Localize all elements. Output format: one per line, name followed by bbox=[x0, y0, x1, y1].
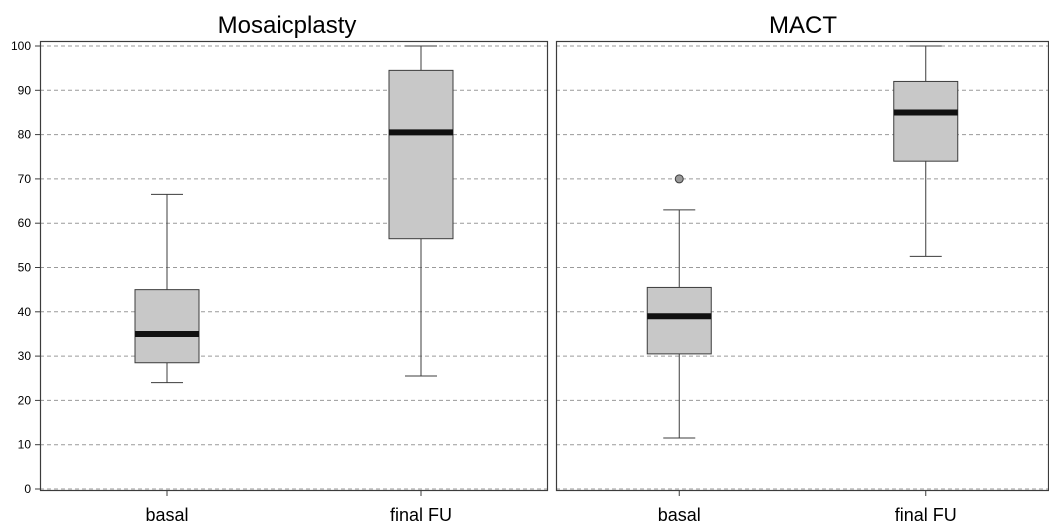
y-tick-label: 50 bbox=[18, 261, 32, 275]
box bbox=[893, 80, 959, 162]
y-tick-label: 70 bbox=[18, 172, 32, 186]
box bbox=[646, 286, 712, 355]
x-tick-label: basal bbox=[145, 505, 188, 525]
panel-frame bbox=[555, 40, 1049, 492]
x-tick-label: final FU bbox=[895, 505, 957, 525]
x-tick-label: basal bbox=[658, 505, 701, 525]
y-tick-label: 90 bbox=[18, 83, 32, 97]
y-tick-label: 10 bbox=[18, 438, 32, 452]
y-tick-label: 100 bbox=[11, 39, 31, 53]
y-axis: 0 10 20 30 40 50 60 70 80 90 100 bbox=[11, 39, 40, 496]
y-tick-label: 20 bbox=[18, 393, 32, 407]
box bbox=[134, 289, 200, 364]
panel-title: MACT bbox=[769, 12, 837, 39]
y-tick-label: 80 bbox=[18, 128, 32, 142]
box bbox=[388, 69, 454, 240]
outlier-point bbox=[674, 174, 684, 184]
y-tick-label: 30 bbox=[18, 349, 32, 363]
panel-mact: MACT basal final FU bbox=[555, 12, 1049, 525]
y-tick-label: 40 bbox=[18, 305, 32, 319]
panel-frame bbox=[39, 40, 549, 492]
y-tick-label: 60 bbox=[18, 216, 32, 230]
y-tick-label: 0 bbox=[24, 482, 31, 496]
x-tick-label: final FU bbox=[390, 505, 452, 525]
panel-mosaicplasty: Mosaicplasty basal final FU bbox=[39, 12, 549, 525]
panel-title: Mosaicplasty bbox=[218, 12, 357, 39]
